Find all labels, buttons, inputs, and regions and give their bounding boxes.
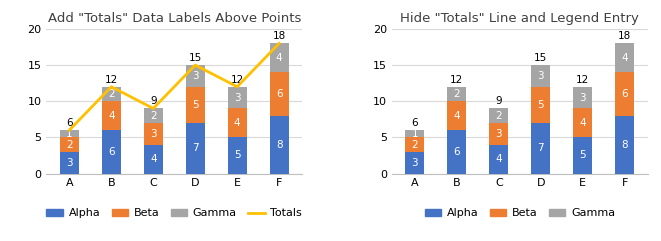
Text: 4: 4 — [234, 118, 241, 128]
Bar — [447, 87, 466, 101]
Text: 6: 6 — [412, 118, 418, 128]
Bar — [144, 145, 163, 174]
Bar — [270, 116, 289, 174]
Text: 15: 15 — [188, 53, 202, 63]
Bar — [270, 72, 289, 116]
Text: 2: 2 — [108, 89, 114, 99]
Text: 1: 1 — [66, 129, 73, 139]
Text: 3: 3 — [234, 93, 241, 103]
Text: 12: 12 — [104, 75, 118, 85]
Legend: Alpha, Beta, Gamma: Alpha, Beta, Gamma — [420, 204, 619, 223]
Bar — [102, 130, 121, 174]
Text: 3: 3 — [580, 93, 586, 103]
Bar — [144, 123, 163, 145]
Bar — [489, 145, 508, 174]
Text: 2: 2 — [453, 89, 460, 99]
Bar — [531, 87, 550, 123]
Text: 8: 8 — [276, 140, 282, 150]
Bar — [615, 72, 634, 116]
Text: 5: 5 — [537, 100, 544, 110]
Bar — [531, 65, 550, 87]
Bar — [60, 137, 79, 152]
Text: 9: 9 — [150, 96, 157, 106]
Text: 7: 7 — [192, 143, 198, 153]
Text: 1: 1 — [412, 129, 418, 139]
Text: 6: 6 — [621, 89, 628, 99]
Bar — [228, 87, 247, 108]
Text: 3: 3 — [412, 158, 418, 168]
Text: 12: 12 — [231, 75, 244, 85]
Bar — [186, 87, 205, 123]
Text: 6: 6 — [276, 89, 282, 99]
Bar — [186, 65, 205, 87]
Text: 18: 18 — [618, 31, 631, 41]
Text: 12: 12 — [450, 75, 463, 85]
Bar — [186, 123, 205, 174]
Text: 2: 2 — [412, 140, 418, 150]
Text: 7: 7 — [537, 143, 544, 153]
Title: Hide "Totals" Line and Legend Entry: Hide "Totals" Line and Legend Entry — [401, 12, 639, 25]
Bar — [228, 108, 247, 137]
Text: 9: 9 — [496, 96, 502, 106]
Bar — [573, 87, 592, 108]
Bar — [447, 101, 466, 130]
Text: 3: 3 — [537, 71, 544, 81]
Text: 5: 5 — [234, 150, 241, 161]
Bar — [615, 116, 634, 174]
Bar — [405, 152, 424, 174]
Bar — [60, 152, 79, 174]
Text: 6: 6 — [108, 147, 114, 157]
Text: 4: 4 — [580, 118, 586, 128]
Text: 2: 2 — [150, 111, 157, 121]
Bar — [489, 123, 508, 145]
Bar — [573, 108, 592, 137]
Text: 3: 3 — [496, 129, 502, 139]
Bar — [228, 137, 247, 174]
Bar — [573, 137, 592, 174]
Bar — [144, 108, 163, 123]
Text: 6: 6 — [453, 147, 460, 157]
Bar — [102, 87, 121, 101]
Legend: Alpha, Beta, Gamma, Totals: Alpha, Beta, Gamma, Totals — [42, 204, 307, 223]
Bar — [447, 130, 466, 174]
Bar — [270, 43, 289, 72]
Text: 15: 15 — [534, 53, 547, 63]
Bar — [102, 101, 121, 130]
Text: 4: 4 — [108, 111, 114, 121]
Text: 2: 2 — [496, 111, 502, 121]
Text: 3: 3 — [66, 158, 73, 168]
Text: 4: 4 — [276, 53, 282, 63]
Text: 8: 8 — [621, 140, 628, 150]
Bar — [489, 108, 508, 123]
Bar — [60, 130, 79, 137]
Text: 5: 5 — [580, 150, 586, 161]
Bar — [615, 43, 634, 72]
Text: 3: 3 — [192, 71, 198, 81]
Text: 18: 18 — [272, 31, 286, 41]
Title: Add "Totals" Data Labels Above Points: Add "Totals" Data Labels Above Points — [48, 12, 301, 25]
Text: 5: 5 — [192, 100, 198, 110]
Text: 6: 6 — [66, 118, 73, 128]
Text: 12: 12 — [576, 75, 590, 85]
Bar — [531, 123, 550, 174]
Text: 4: 4 — [453, 111, 460, 121]
Text: 2: 2 — [66, 140, 73, 150]
Text: 3: 3 — [150, 129, 157, 139]
Bar — [405, 130, 424, 137]
Text: 4: 4 — [150, 154, 157, 164]
Text: 4: 4 — [621, 53, 628, 63]
Bar — [405, 137, 424, 152]
Text: 4: 4 — [496, 154, 502, 164]
